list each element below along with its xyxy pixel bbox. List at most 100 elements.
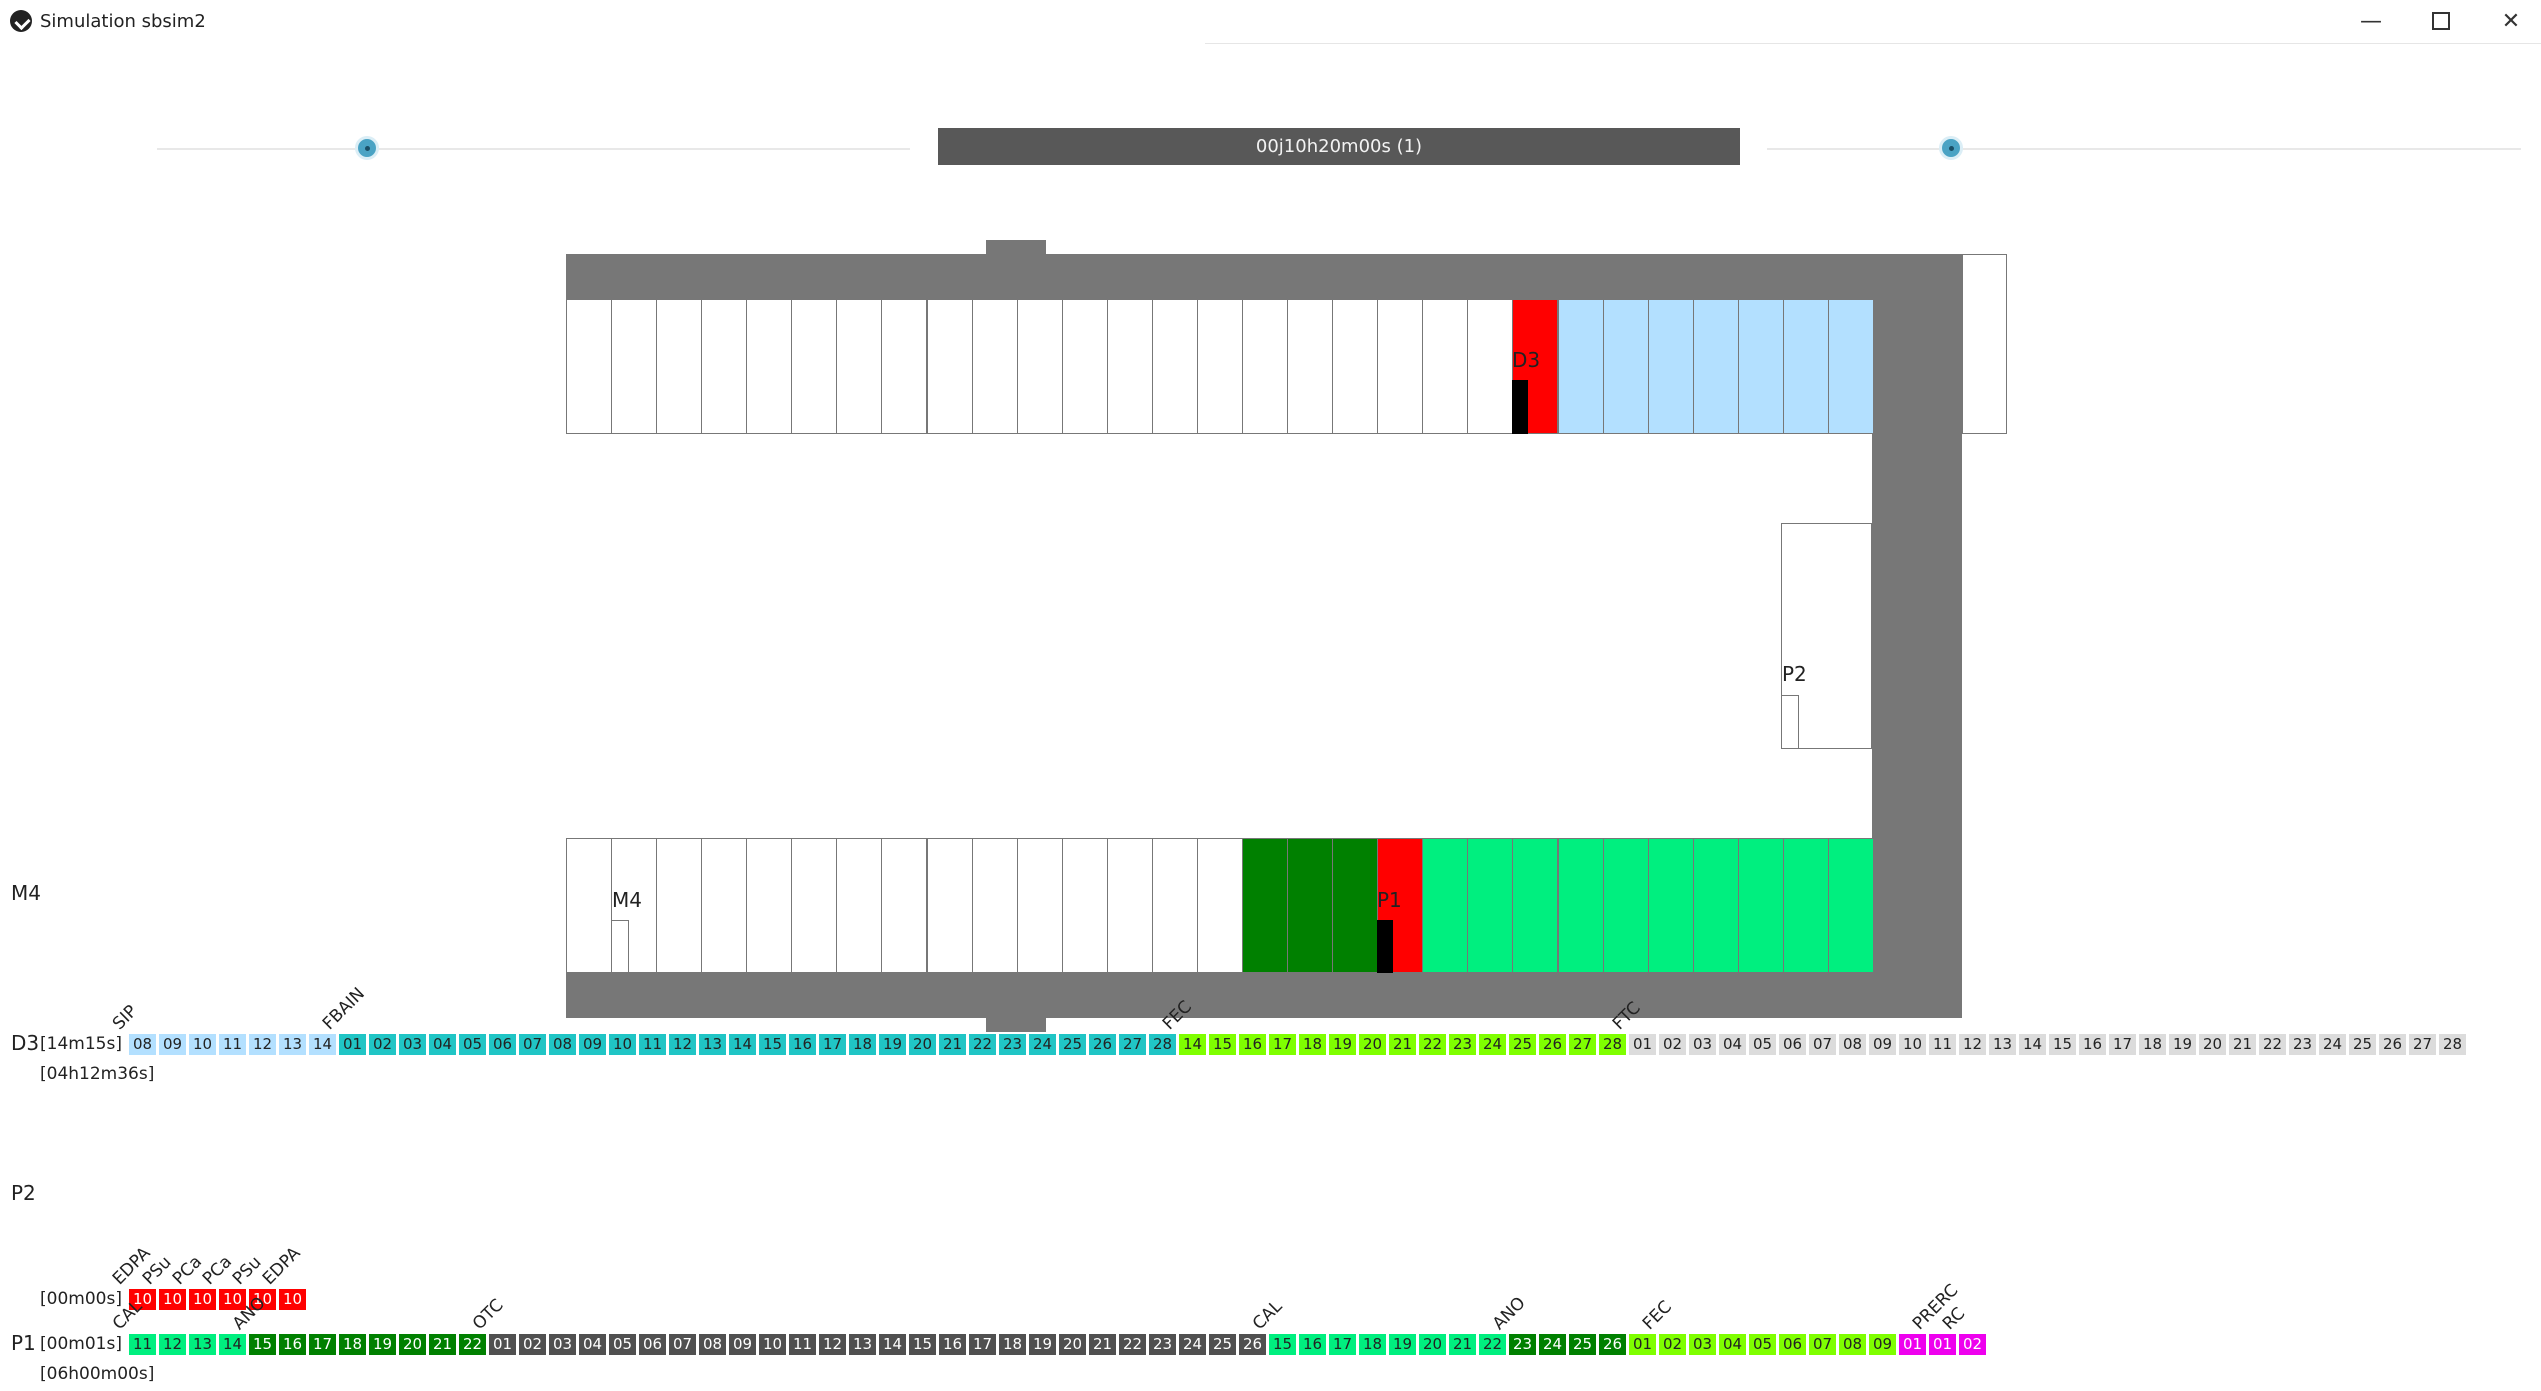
p2-station-slot (1781, 695, 1799, 749)
minimize-button[interactable]: — (2336, 0, 2406, 42)
d3-timeline-tile: 14 (1179, 1034, 1206, 1055)
d3-timeline-tile: 19 (2169, 1034, 2196, 1055)
top-cell (836, 299, 882, 434)
d3-timeline-tile: 28 (1599, 1034, 1626, 1055)
bottom-cell (1332, 838, 1378, 973)
bottom-cell (1648, 838, 1694, 973)
d3-timeline-tile: 28 (2439, 1034, 2466, 1055)
p1-timeline-tile: 24 (1179, 1334, 1206, 1355)
d3-timeline-tile: 23 (1449, 1034, 1476, 1055)
d3-timeline-tile: 25 (1509, 1034, 1536, 1055)
left-slider-thumb[interactable] (355, 136, 379, 160)
p1-timeline-tile: 15 (909, 1334, 936, 1355)
d3-timeline-tile: 01 (339, 1034, 366, 1055)
p1-timeline-tile: 09 (729, 1334, 756, 1355)
p1-timeline-tile: 04 (1719, 1334, 1746, 1355)
p1-timeline-tile: 02 (519, 1334, 546, 1355)
p1-timeline-tile: 13 (189, 1334, 216, 1355)
p1-timeline-tile: 16 (1299, 1334, 1326, 1355)
p1-timeline: 11 12 13 14 15 16 17 18 19 20 21 22 01 02 03 04 05 06 07 08… (129, 1334, 1986, 1355)
p2-timeline-tile: 10 (189, 1289, 216, 1310)
right-slider-track[interactable] (1767, 146, 2521, 152)
p1-timeline-tile: 20 (1419, 1334, 1446, 1355)
left-slider-track[interactable] (157, 146, 910, 152)
p1-carriage-marker (1377, 920, 1393, 973)
d3-timeline-tile: 24 (1479, 1034, 1506, 1055)
p1-timeline-tile: 21 (1089, 1334, 1116, 1355)
p1-timeline-tile: 19 (1029, 1334, 1056, 1355)
top-cell (656, 299, 702, 434)
d3-row-time-total: [04h12m36s] (40, 1064, 155, 1084)
p2-timeline-tile: 10 (129, 1289, 156, 1310)
p1-timeline-tile: 13 (849, 1334, 876, 1355)
d3-timeline-tile: 25 (2349, 1034, 2376, 1055)
p1-timeline-tile: 08 (699, 1334, 726, 1355)
p1-timeline-tile: 17 (309, 1334, 336, 1355)
d3-timeline-tile: 20 (1359, 1034, 1386, 1055)
bottom-cell (927, 838, 973, 973)
p1-timeline-tile: 07 (1809, 1334, 1836, 1355)
close-button[interactable]: ✕ (2476, 0, 2541, 42)
d3-timeline-tile: 13 (1989, 1034, 2016, 1055)
d3-timeline-tile: 14 (2019, 1034, 2046, 1055)
bottom-wall (566, 973, 1962, 1018)
d3-carriage-marker (1512, 380, 1528, 434)
d3-timeline-tile: 03 (399, 1034, 426, 1055)
p1-timeline-tile: 15 (1269, 1334, 1296, 1355)
p1-row-label: P1 (11, 1331, 36, 1355)
bottom-cell (1828, 838, 1874, 973)
d3-timeline-tile: 12 (249, 1034, 276, 1055)
top-cell (1603, 299, 1649, 434)
top-cell (1107, 299, 1153, 434)
d3-timeline-tile: 11 (1929, 1034, 1956, 1055)
d3-timeline-tile: 15 (1209, 1034, 1236, 1055)
d3-timeline-tile: 27 (1119, 1034, 1146, 1055)
top-cell (1783, 299, 1829, 434)
d3-timeline-tile: 24 (2319, 1034, 2346, 1055)
d3-timeline-tile: 08 (129, 1034, 156, 1055)
top-cell (1738, 299, 1784, 434)
d3-timeline-tile: 03 (1689, 1034, 1716, 1055)
p1-timeline-tile: 26 (1599, 1334, 1626, 1355)
title-separator (1205, 43, 2541, 44)
d3-timeline-tile: 04 (1719, 1034, 1746, 1055)
d3-timeline-tile: 18 (849, 1034, 876, 1055)
p1-timeline-tile: 01 (1899, 1334, 1926, 1355)
maximize-button[interactable] (2406, 0, 2476, 42)
d3-timeline-tile: 14 (729, 1034, 756, 1055)
top-cell (791, 299, 837, 434)
p1-timeline-tile: 23 (1149, 1334, 1176, 1355)
d3-timeline-tile: 23 (999, 1034, 1026, 1055)
d3-timeline-tile: 19 (1329, 1034, 1356, 1055)
p1-timeline-tile: 22 (1479, 1334, 1506, 1355)
bottom-cell (746, 838, 792, 973)
d3-timeline-tile: 15 (759, 1034, 786, 1055)
p1-timeline-tile: 08 (1839, 1334, 1866, 1355)
top-cell (1467, 299, 1513, 434)
time-display-bar[interactable]: 00j10h20m00s (1) (938, 128, 1740, 165)
p1-timeline-tile: 21 (1449, 1334, 1476, 1355)
d3-timeline-tile: 10 (1899, 1034, 1926, 1055)
d3-timeline-tile: 25 (1059, 1034, 1086, 1055)
top-cell (611, 299, 657, 434)
d3-timeline-tile: 07 (1809, 1034, 1836, 1055)
p1-timeline-tile: 22 (459, 1334, 486, 1355)
right-slider-thumb[interactable] (1939, 136, 1963, 160)
p1-row-time-current: [00m01s] (40, 1334, 122, 1354)
p1-timeline-tile: 01 (1929, 1334, 1956, 1355)
minimize-icon: — (2360, 8, 2382, 34)
p1-timeline-tile: 26 (1239, 1334, 1266, 1355)
p1-carriage-label: P1 (1377, 888, 1402, 912)
d3-timeline-tile: 20 (2199, 1034, 2226, 1055)
bottom-cell (881, 838, 927, 973)
p1-timeline-tile: 18 (1359, 1334, 1386, 1355)
p2-row-label: P2 (11, 1181, 36, 1205)
p1-timeline-tile: 06 (639, 1334, 666, 1355)
p1-timeline-tile: 04 (579, 1334, 606, 1355)
p1-timeline-tile: 02 (1659, 1334, 1686, 1355)
p1-timeline-tile: 15 (249, 1334, 276, 1355)
d3-timeline-tile: 11 (639, 1034, 666, 1055)
bottom-cell (1242, 838, 1288, 973)
p1-timeline-tile: 10 (759, 1334, 786, 1355)
